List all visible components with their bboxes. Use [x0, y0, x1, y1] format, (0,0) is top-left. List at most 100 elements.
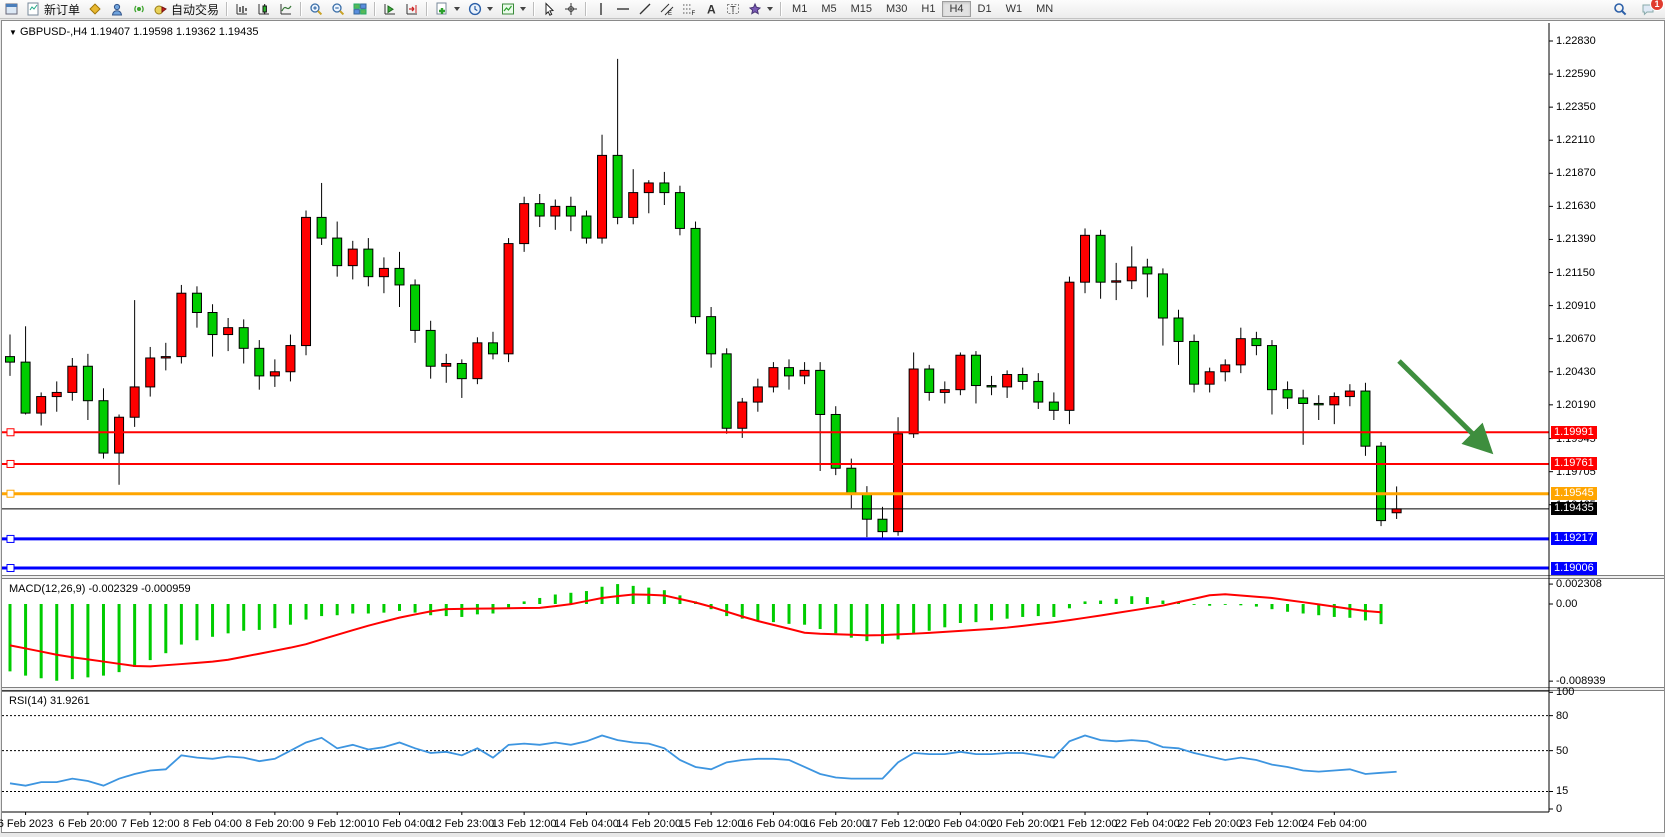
candle-body: [1126, 266, 1137, 282]
timeframe-mn[interactable]: MN: [1036, 3, 1054, 15]
symbol-dropdown-icon[interactable]: ▼: [9, 28, 17, 37]
period-button[interactable]: [464, 0, 497, 19]
search-button[interactable]: [1609, 0, 1631, 19]
price-badge-1.19761: 1.19761: [1551, 457, 1597, 471]
vline-tool[interactable]: [590, 0, 612, 19]
crosshair-icon: [565, 3, 578, 15]
timeframe-m30[interactable]: M30: [886, 3, 908, 15]
chart-window[interactable]: ▼ GBPUSD-,H4 1.19407 1.19598 1.19362 1.1…: [0, 20, 1665, 833]
candlestick-series[interactable]: [5, 58, 1402, 539]
shapes-icon: [748, 2, 762, 15]
time-axis-label: 24 Feb 04:00: [1301, 818, 1367, 830]
line-anchor-handle[interactable]: [6, 564, 15, 573]
horizontal-levels[interactable]: [2, 428, 1549, 573]
candle-body: [815, 369, 826, 415]
candle-body: [1002, 374, 1013, 388]
cursor-tool[interactable]: [538, 0, 560, 19]
candle-body: [114, 416, 125, 454]
candle-body: [285, 345, 296, 373]
line-anchor-handle[interactable]: [6, 489, 15, 498]
candle-body: [378, 267, 389, 278]
text-tool[interactable]: A: [700, 0, 722, 19]
auto-scroll-button[interactable]: [379, 0, 401, 19]
timeframe-h4[interactable]: H4: [942, 1, 971, 17]
candle-body: [269, 371, 280, 377]
candle-chart-button[interactable]: [253, 0, 275, 19]
channel-tool[interactable]: E: [656, 0, 678, 19]
price-tick-label: 1.21630: [1556, 200, 1596, 213]
candle-body: [503, 243, 514, 355]
candle-body: [643, 182, 654, 194]
candle-body: [51, 391, 62, 398]
chart-shift-button[interactable]: [401, 0, 423, 19]
chart-window[interactable]: [1, 0, 23, 19]
price-badge-1.19217: 1.19217: [1551, 532, 1597, 546]
time-axis-label: 17 Feb 12:00: [865, 818, 931, 830]
candle-body: [768, 367, 779, 388]
signal-button[interactable]: [128, 0, 150, 19]
timeframe-m15[interactable]: M15: [850, 3, 872, 15]
candle-body: [893, 433, 904, 533]
pane-separator[interactable]: [2, 575, 1664, 579]
notifications-button[interactable]: 1: [1637, 0, 1664, 19]
macd-axis-label: 0.002308: [1556, 578, 1602, 591]
autotrade-button[interactable]: 自动交易: [150, 0, 223, 19]
price-tick-label: 1.21390: [1556, 233, 1596, 246]
timeframe-h1[interactable]: H1: [921, 3, 936, 15]
macd-signal-line: [9, 593, 1382, 668]
macd-axis-label: -0.008939: [1556, 675, 1606, 688]
line-anchor-handle[interactable]: [6, 428, 15, 437]
timeframe-m5[interactable]: M5: [821, 3, 837, 15]
hline-tool[interactable]: [612, 0, 634, 19]
gold-diamond-button[interactable]: [84, 0, 106, 19]
hline-icon: [617, 8, 630, 10]
candle-body: [597, 154, 608, 239]
indicators-button[interactable]: [497, 0, 530, 19]
time-axis-label: 15 Feb 12:00: [678, 818, 744, 830]
zoom-in-button[interactable]: [305, 0, 327, 19]
timeframe-m1[interactable]: M1: [792, 3, 808, 15]
timeframe-w1[interactable]: W1: [1005, 3, 1023, 15]
symbol-ohlc-line[interactable]: ▼ GBPUSD-,H4 1.19407 1.19598 1.19362 1.1…: [9, 26, 259, 38]
fibonacci-tool[interactable]: F: [678, 0, 700, 19]
profile-button[interactable]: [106, 0, 128, 19]
bar-chart-button[interactable]: [231, 0, 253, 19]
candle-body: [238, 327, 249, 349]
annotation-arrow-down-icon[interactable]: [1397, 359, 1494, 455]
time-axis-label: 23 Feb 12:00: [1239, 818, 1305, 830]
crosshair-tool[interactable]: [560, 0, 582, 19]
line-anchor-handle[interactable]: [6, 459, 15, 468]
candle-body: [1064, 281, 1075, 411]
tile-windows-button[interactable]: [349, 0, 371, 19]
candle-body: [176, 292, 187, 358]
price-tick-label: 1.22590: [1556, 68, 1596, 81]
shapes-tool[interactable]: [744, 0, 777, 19]
autotrade-icon: [154, 5, 167, 15]
profile-icon: [111, 3, 123, 16]
line-chart-button[interactable]: [275, 0, 297, 19]
candle-body: [1173, 317, 1184, 342]
notification-badge: 1: [1650, 0, 1664, 11]
new-order-button[interactable]: 新订单: [23, 0, 84, 19]
candle-body: [721, 353, 732, 429]
bar-chart-icon: [236, 4, 248, 15]
templates-button[interactable]: [431, 0, 464, 19]
candle-body: [1360, 390, 1371, 447]
candle-body: [550, 205, 561, 217]
time-axis-label: 21 Feb 12:00: [1052, 818, 1118, 830]
time-axis-label: 8 Feb 04:00: [183, 818, 242, 830]
zoom-out-button[interactable]: [327, 0, 349, 19]
line-anchor-handle[interactable]: [6, 534, 15, 543]
trendline-tool[interactable]: [634, 0, 656, 19]
pane-separator[interactable]: [2, 687, 1664, 691]
macd-histogram: [8, 584, 1383, 681]
label-tool[interactable]: T: [722, 0, 744, 19]
svg-text:E: E: [668, 11, 672, 16]
tile-windows-icon: [353, 3, 367, 15]
timeframe-d1[interactable]: D1: [977, 3, 992, 15]
candle-body: [1204, 371, 1215, 385]
chart-plot-area[interactable]: [2, 21, 1664, 832]
candle-body: [1282, 389, 1293, 399]
toolbar-separator: [426, 2, 429, 16]
time-axis-label: 14 Feb 20:00: [616, 818, 682, 830]
